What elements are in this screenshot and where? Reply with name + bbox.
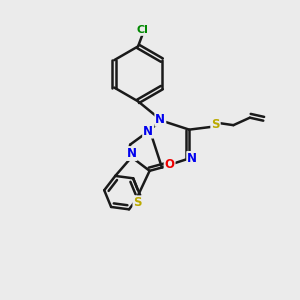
Text: N: N bbox=[187, 152, 197, 165]
Text: N: N bbox=[155, 113, 165, 126]
Text: S: S bbox=[211, 118, 220, 131]
Text: S: S bbox=[134, 196, 142, 209]
Text: N: N bbox=[143, 124, 153, 138]
Text: N: N bbox=[127, 147, 137, 160]
Text: Cl: Cl bbox=[136, 25, 148, 35]
Text: O: O bbox=[165, 158, 175, 171]
